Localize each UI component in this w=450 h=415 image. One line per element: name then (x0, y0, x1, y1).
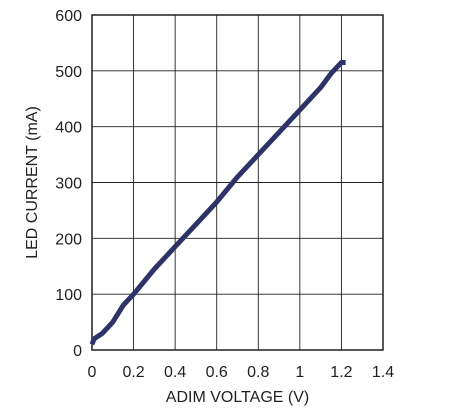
x-tick-label-7: 1.4 (372, 364, 394, 381)
y-tick-label-4: 400 (55, 120, 82, 137)
x-axis-label: ADIM VOLTAGE (V) (166, 389, 309, 406)
x-tick-label-3: 0.6 (206, 364, 228, 381)
x-tick-label-6: 1.2 (330, 364, 352, 381)
y-axis-label: LED CURRENT (mA) (24, 106, 41, 259)
y-tick-label-5: 500 (55, 64, 82, 81)
x-tick-labels: 0 0.2 0.4 0.6 0.8 1 1.2 1.4 (88, 364, 395, 381)
x-tick-label-5: 1 (295, 364, 304, 381)
plot-frame (91, 14, 384, 351)
data-series (89, 60, 346, 346)
y-tick-label-6: 600 (55, 8, 82, 25)
x-tick-label-0: 0 (88, 364, 97, 381)
y-tick-label-3: 300 (55, 176, 82, 193)
y-tick-label-2: 200 (55, 231, 82, 248)
x-tick-label-1: 0.2 (122, 364, 144, 381)
y-tick-label-0: 0 (73, 343, 82, 360)
x-tick-label-2: 0.4 (164, 364, 186, 381)
series-line-0 (89, 60, 346, 346)
y-tick-labels: 0 100 200 300 400 500 600 (55, 8, 82, 360)
x-tick-label-4: 0.8 (247, 364, 269, 381)
y-tick-label-1: 100 (55, 287, 82, 304)
